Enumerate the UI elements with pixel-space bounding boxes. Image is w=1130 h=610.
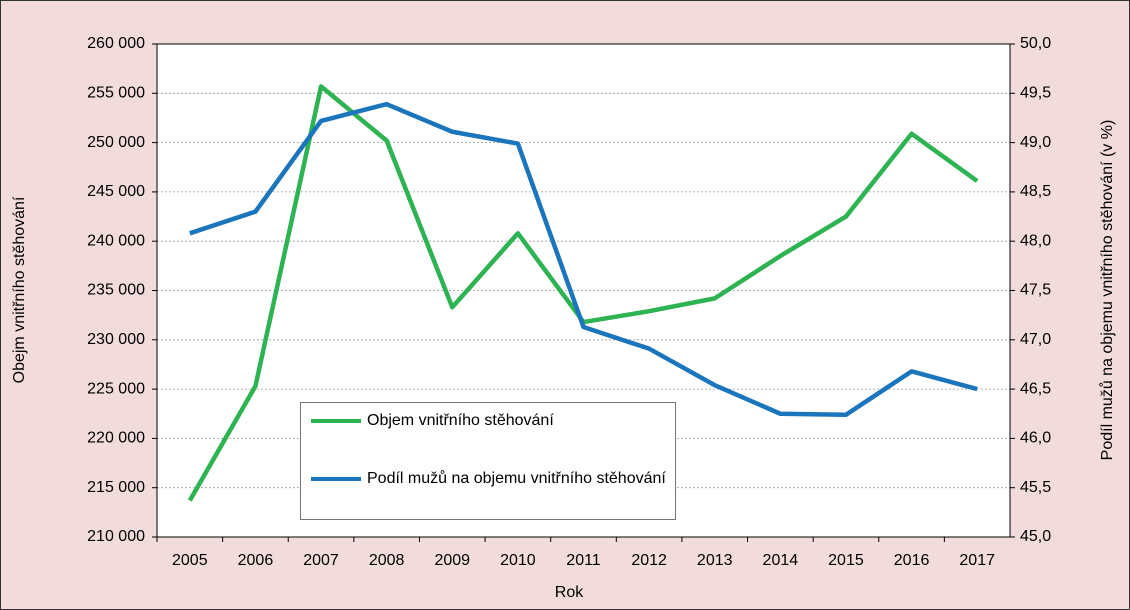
y-axis-label: Obejm vnitřního stěhování [11, 196, 28, 383]
legend-swatch [311, 477, 361, 481]
legend-entry: Podíl mužů na objemu vnitřního stěhování [311, 469, 667, 489]
x-tick-label: 2007 [303, 552, 339, 569]
y-tick-label: 250 000 [87, 134, 145, 151]
y-tick-label: 255 000 [87, 85, 145, 102]
y2-tick-label: 46,0 [1020, 430, 1051, 447]
y2-axis-label: Podíl mužů na objemu vnitřního stěhování… [1098, 120, 1116, 461]
y-tick-label: 210 000 [87, 528, 145, 545]
legend-entry: Objem vnitřního stěhování [311, 411, 667, 431]
y2-tick-label: 47,5 [1020, 282, 1051, 299]
y-tick-label: 240 000 [87, 232, 145, 249]
y2-tick-label: 45,0 [1020, 528, 1051, 545]
x-tick-label: 2010 [500, 552, 536, 569]
x-tick-label: 2009 [434, 552, 470, 569]
x-tick-label: 2016 [894, 552, 930, 569]
y2-tick-label: 46,5 [1020, 380, 1051, 397]
y-tick-label: 220 000 [87, 430, 145, 447]
x-tick-label: 2017 [959, 552, 995, 569]
y2-tick-label: 48,0 [1020, 232, 1051, 249]
x-tick-label: 2006 [238, 552, 274, 569]
y2-tick-label: 47,0 [1020, 331, 1051, 348]
legend: Objem vnitřního stěhování Podíl mužů na o… [300, 402, 676, 520]
y-tick-label: 260 000 [87, 35, 145, 52]
x-tick-label: 2008 [369, 552, 405, 569]
y2-tick-label: 49,5 [1020, 85, 1051, 102]
y2-tick-label: 45,5 [1020, 479, 1051, 496]
y-tick-label: 235 000 [87, 282, 145, 299]
y-tick-label: 230 000 [87, 331, 145, 348]
x-tick-label: 2005 [172, 552, 208, 569]
x-axis-label: Rok [555, 584, 584, 601]
y-tick-label: 225 000 [87, 380, 145, 397]
y-tick-label: 245 000 [87, 183, 145, 200]
x-tick-label: 2013 [697, 552, 733, 569]
legend-label: Objem vnitřního stěhování [367, 412, 554, 429]
x-tick-label: 2014 [763, 552, 799, 569]
series-line [189, 101, 978, 417]
y2-tick-label: 49,0 [1020, 134, 1051, 151]
plot-border [156, 43, 1011, 538]
y2-tick-label: 50,0 [1020, 35, 1051, 52]
y-tick-label: 215 000 [87, 479, 145, 496]
y2-tick-label: 48,5 [1020, 183, 1051, 200]
x-tick-label: 2012 [631, 552, 667, 569]
legend-label: Podíl mužů na objemu vnitřního stěhování [367, 470, 666, 487]
x-tick-label: 2011 [566, 552, 601, 569]
x-tick-label: 2015 [828, 552, 864, 569]
legend-swatch [311, 419, 361, 423]
